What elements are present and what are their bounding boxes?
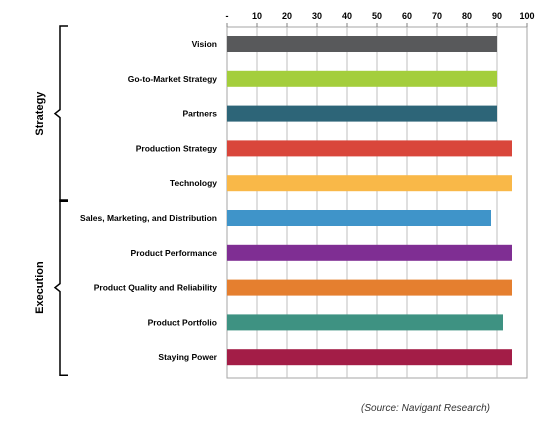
- bar: [227, 140, 512, 157]
- category-label: Sales, Marketing, and Distribution: [80, 213, 217, 223]
- category-label: Partners: [183, 109, 218, 119]
- bar: [227, 36, 497, 52]
- x-tick-label: 40: [342, 11, 352, 21]
- bar: [227, 314, 503, 331]
- bar: [227, 244, 512, 261]
- x-tick-label: 90: [492, 11, 502, 21]
- x-tick-label: 50: [372, 11, 382, 21]
- category-label: Product Quality and Reliability: [94, 283, 218, 293]
- category-label: Production Strategy: [136, 143, 218, 153]
- x-tick-label: 20: [282, 11, 292, 21]
- bar: [227, 349, 512, 366]
- x-tick-label: 100: [519, 11, 534, 21]
- x-tick-label: -: [226, 11, 229, 21]
- x-axis: - 10 20 30 40 50 60 70 80 90 100: [226, 11, 535, 27]
- bar: [227, 105, 497, 122]
- bar: [227, 279, 512, 296]
- group-bracket: [53, 199, 68, 376]
- bars: [227, 36, 512, 366]
- x-tick-label: 80: [462, 11, 472, 21]
- category-labels: Vision Go-to-Market Strategy Partners Produ…: [80, 39, 218, 362]
- group-brackets: Strategy Execution: [34, 25, 68, 376]
- bar: [227, 210, 491, 226]
- group-label: Execution: [34, 261, 46, 314]
- source-note: (Source: Navigant Research): [361, 403, 490, 414]
- category-label: Product Portfolio: [148, 317, 217, 327]
- group-label: Strategy: [34, 91, 46, 136]
- category-label: Product Performance: [131, 248, 218, 258]
- bar: [227, 70, 497, 87]
- x-tick-label: 70: [432, 11, 442, 21]
- category-label: Go-to-Market Strategy: [128, 74, 218, 84]
- group-bracket: [53, 25, 68, 202]
- x-tick-label: 60: [402, 11, 412, 21]
- category-label: Staying Power: [158, 352, 217, 362]
- bar: [227, 175, 512, 192]
- category-label: Technology: [170, 178, 217, 188]
- category-label: Vision: [192, 39, 217, 49]
- x-tick-label: 10: [252, 11, 262, 21]
- x-tick-label: 30: [312, 11, 322, 21]
